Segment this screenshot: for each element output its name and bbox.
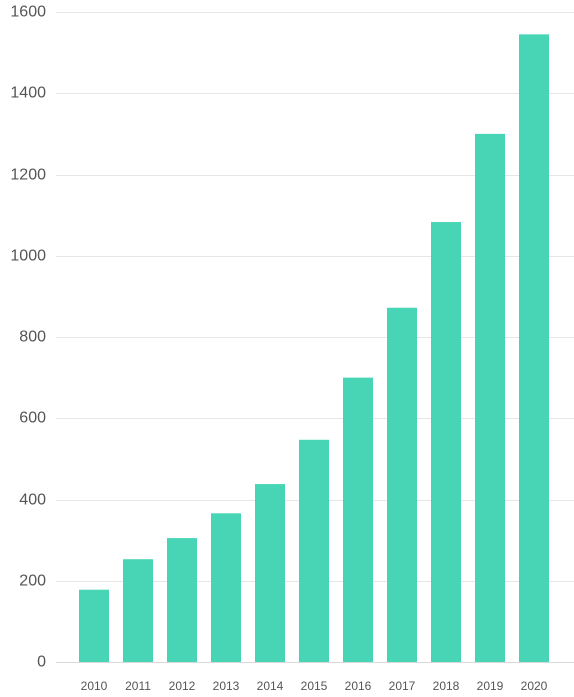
bar-2014 (255, 484, 285, 662)
y-tick-label: 400 (19, 492, 46, 509)
bar-2015 (299, 439, 329, 662)
x-tick-label: 2020 (521, 679, 548, 693)
bar-2011 (123, 559, 153, 662)
bar-2020 (519, 34, 549, 662)
bar-series (79, 34, 549, 662)
y-tick-label: 1600 (10, 4, 46, 21)
y-axis-tick-labels: 0 200 400 600 800 1000 1200 1400 1600 (10, 4, 46, 671)
x-tick-label: 2015 (301, 679, 328, 693)
y-tick-label: 0 (37, 654, 46, 671)
x-tick-label: 2010 (81, 679, 108, 693)
y-tick-label: 800 (19, 329, 46, 346)
bar-2017 (387, 307, 417, 662)
bar-2010 (79, 589, 109, 662)
y-tick-label: 1200 (10, 167, 46, 184)
y-tick-label: 200 (19, 573, 46, 590)
x-tick-label: 2012 (169, 679, 196, 693)
bar-2012 (167, 538, 197, 662)
bar-2018 (431, 222, 461, 662)
bar-2013 (211, 513, 241, 662)
bar-2016 (343, 377, 373, 662)
x-tick-label: 2016 (345, 679, 372, 693)
x-tick-label: 2017 (389, 679, 416, 693)
x-tick-label: 2014 (257, 679, 284, 693)
x-axis-tick-labels: 2010 2011 2012 2013 2014 2015 2016 2017 2018 2019… (81, 679, 548, 693)
x-tick-label: 2018 (433, 679, 460, 693)
y-tick-label: 1000 (10, 248, 46, 265)
x-tick-label: 2013 (213, 679, 240, 693)
x-tick-label: 2011 (125, 679, 151, 693)
y-tick-label: 600 (19, 410, 46, 427)
bar-2019 (475, 133, 505, 662)
x-tick-label: 2019 (477, 679, 504, 693)
y-tick-label: 1400 (10, 85, 46, 102)
